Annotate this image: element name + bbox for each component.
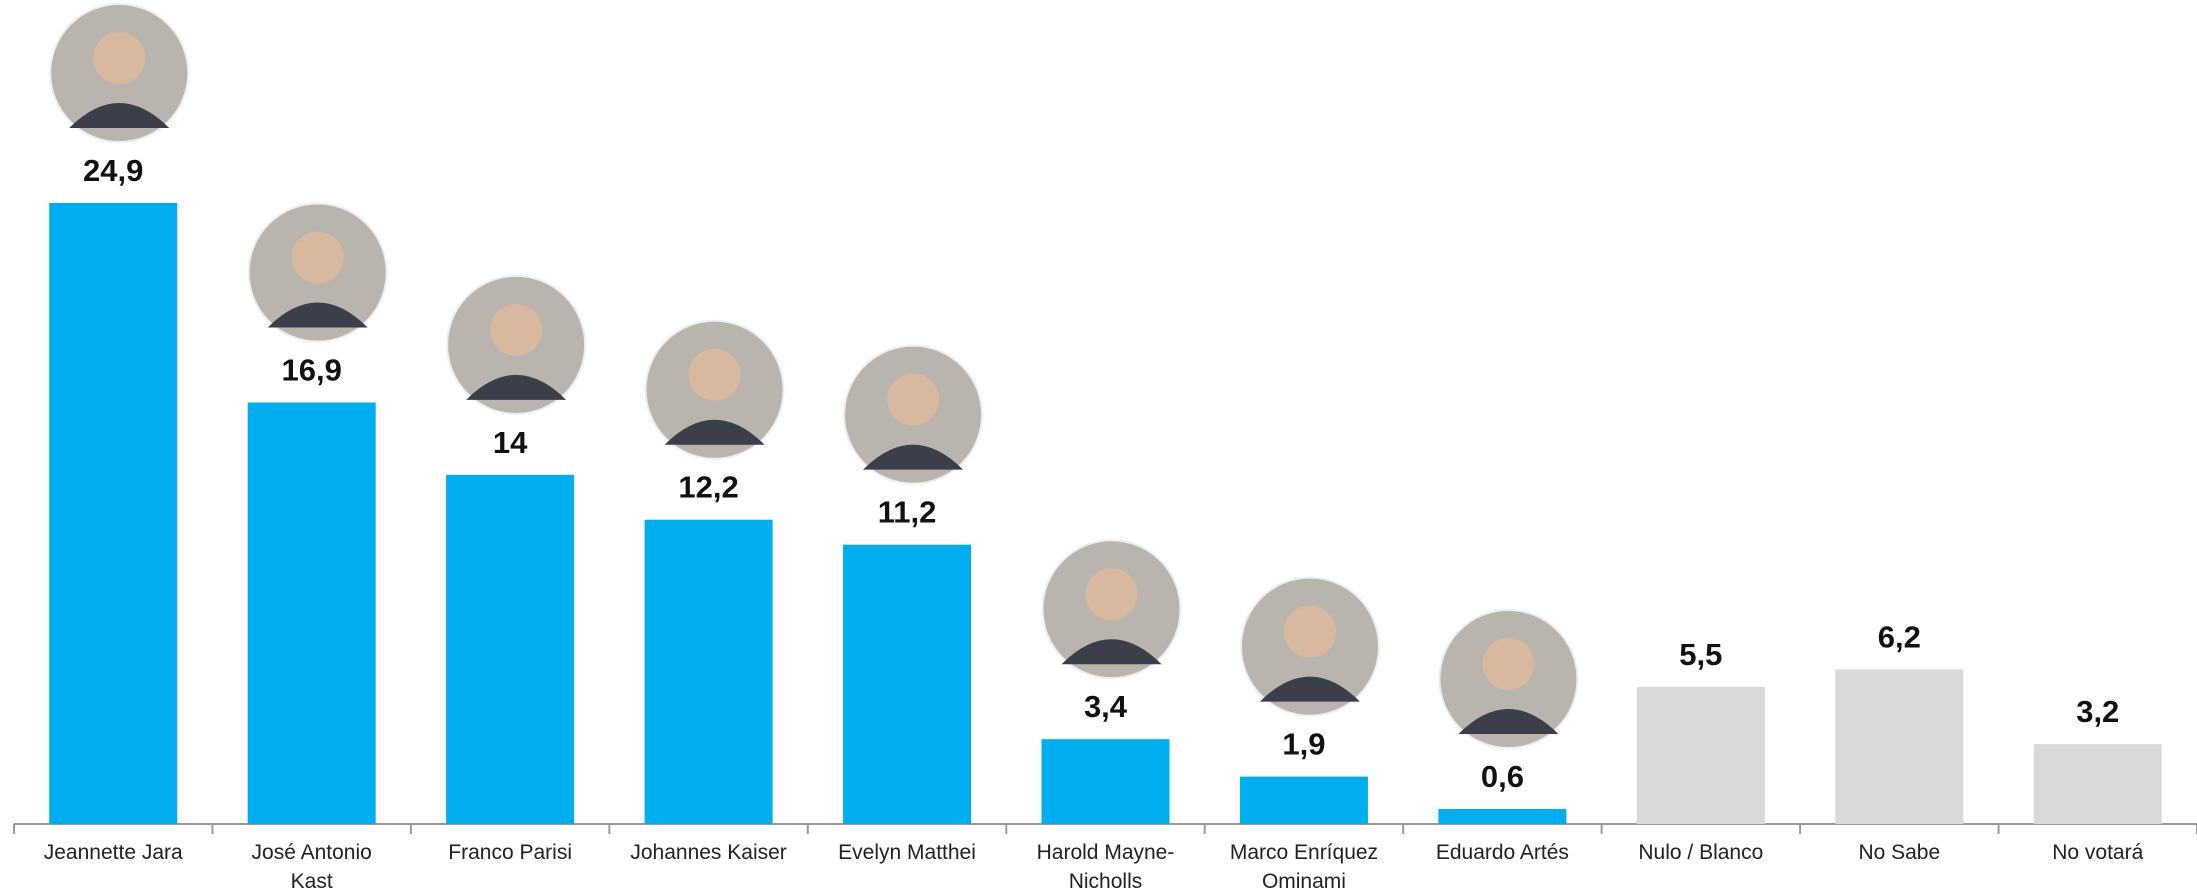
value-label: 16,9 [282,353,342,388]
value-label: 3,2 [2076,694,2119,729]
bar [1637,687,1765,824]
photo-head [887,374,939,426]
bar [49,203,177,824]
x-tick-label: Johannes Kaiser [629,838,787,867]
x-tick-label: No votará [2019,838,2177,867]
value-label: 14 [493,425,528,460]
value-label: 24,9 [83,153,143,188]
x-tick-label: Eduardo Artés [1423,838,1581,867]
photo-head [689,349,741,401]
x-tick-label: Marco Enríquez Ominami [1225,838,1383,896]
bar [1240,777,1368,824]
x-tick-label: Jeannette Jara [34,838,192,867]
bar [1042,739,1170,824]
photo-head [1284,606,1336,658]
photo-head [1086,568,1138,620]
bar [645,520,773,824]
photo-head [93,32,145,84]
page: 24,916,91412,211,23,41,90,65,56,23,2 (()… [0,0,2197,895]
chart: 24,9 16,9 14 12,2 11,2 3,4 1,9 0,6 5,5 6,2 3,2 [0,0,2197,895]
x-tick-label: Harold Mayne-Nicholls [1026,838,1184,896]
bar [1835,669,1963,824]
x-tick-label: No Sabe [1820,838,1978,867]
value-label: 0,6 [1481,759,1524,794]
value-label: 5,5 [1679,637,1722,672]
x-tick-label: José Antonio Kast [232,838,390,896]
x-tick-label: Franco Parisi [431,838,589,867]
bar [843,545,971,824]
x-tick-label: Nulo / Blanco [1622,838,1780,867]
bar [2034,744,2162,824]
photo-head [490,304,542,356]
value-label: 12,2 [678,470,738,505]
bar [446,475,574,824]
bar [1438,809,1566,824]
value-label: 3,4 [1084,689,1128,724]
photo-head [1482,638,1534,690]
value-label: 6,2 [1878,619,1921,654]
value-label: 11,2 [878,495,937,530]
photo-head [292,232,344,284]
value-label: 1,9 [1282,727,1325,762]
x-tick-label: Evelyn Matthei [828,838,986,867]
bar [248,403,376,824]
